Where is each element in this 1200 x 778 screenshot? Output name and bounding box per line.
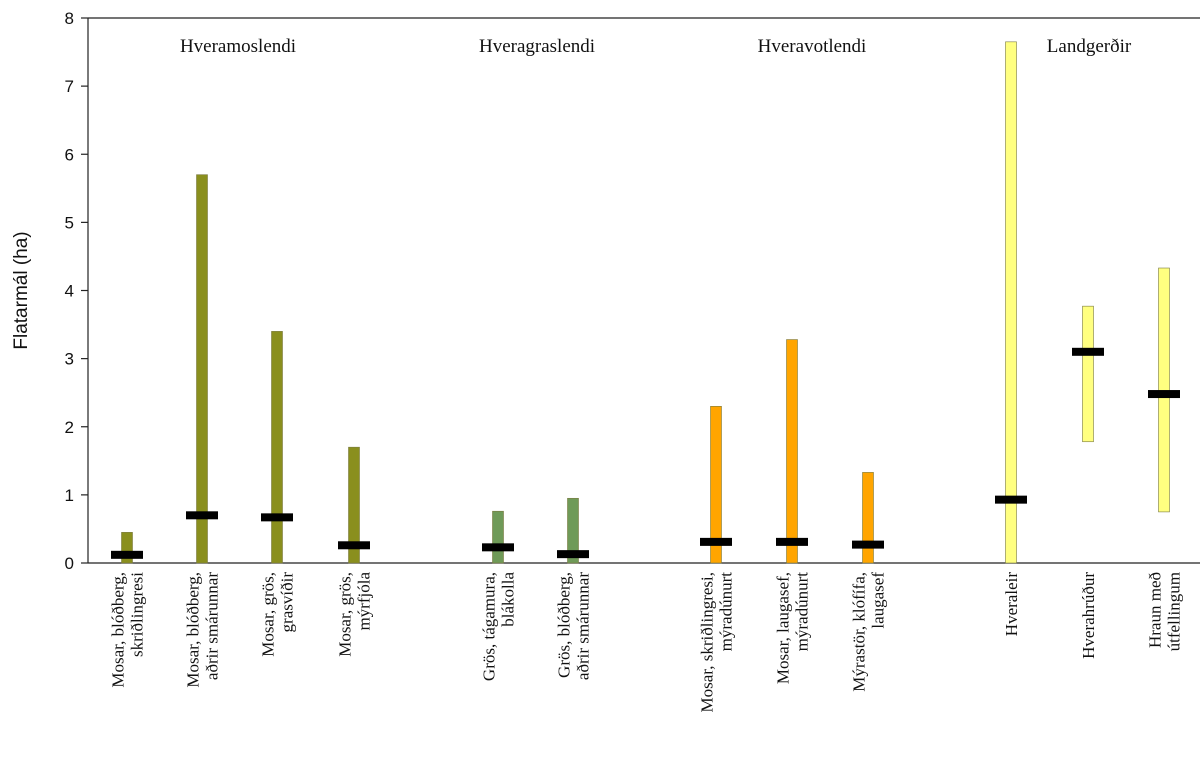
range-bar	[121, 532, 133, 564]
category-label: Mosar, grös,mýrfjóla	[336, 572, 374, 657]
category-label: Grös, tágamura,blákolla	[480, 572, 518, 682]
category-label: Hveraleir	[1002, 572, 1021, 637]
group-label: Hveramoslendi	[180, 36, 296, 57]
range-bar	[567, 497, 579, 564]
category-label-line: Hveraleir	[1002, 572, 1021, 637]
median-marker	[338, 541, 370, 550]
range-bar	[271, 331, 283, 564]
category-label: Mosar, grös,grasvíðir	[259, 572, 297, 657]
y-tick-label: 7	[65, 77, 74, 96]
range-bar	[492, 510, 504, 564]
category-label-line: Hverahrúður	[1079, 572, 1098, 659]
category-label-line: Mosar, blóðberg,	[184, 572, 203, 688]
y-tick-label: 1	[65, 486, 74, 505]
category-label: Hverahrúður	[1079, 572, 1098, 659]
category-label: Mosar, blóðberg,skriðlingresi	[109, 572, 147, 688]
y-axis-label: Flatarmál (ha)	[11, 231, 32, 349]
range-bar	[1005, 41, 1017, 564]
y-tick-label: 0	[65, 554, 74, 573]
category-label-line: aðrir smárunnar	[574, 572, 593, 680]
category-label-line: aðrir smárunnar	[203, 572, 222, 680]
y-tick-label: 5	[65, 213, 74, 232]
median-marker	[852, 540, 884, 549]
group-label: Hveravotlendi	[758, 36, 867, 57]
category-label: Hraun meðútfellingum	[1146, 572, 1184, 651]
category-label: Mosar, skriðlingresi,mýradúnurt	[698, 572, 736, 713]
category-label-line: mýradúnurt	[717, 572, 736, 652]
category-label-line: útfellingum	[1165, 572, 1184, 651]
range-bar	[196, 174, 208, 564]
category-label-line: Grös, tágamura,	[480, 572, 499, 681]
category-label-line: skriðlingresi	[128, 572, 147, 657]
category-label-line: mýradúnurt	[793, 572, 812, 652]
category-label: Mýrastör, klófífa,laugasef	[850, 572, 888, 692]
median-marker	[1072, 347, 1104, 356]
category-label: Grös, blóðberg,aðrir smárunnar	[555, 572, 593, 680]
category-label-line: mýrfjóla	[355, 572, 374, 631]
category-label-line: Hraun með	[1146, 572, 1165, 648]
category-label-line: Mosar, laugasef,	[774, 572, 793, 684]
median-marker	[261, 513, 293, 522]
axes: 0 1 2 3 4 5 6 7 8 Flatarmál (ha)	[11, 9, 1200, 573]
category-label-line: Grös, blóðberg,	[555, 572, 574, 678]
category-label-line: Mosar, grös,	[259, 572, 278, 657]
median-marker	[995, 495, 1027, 504]
median-marker	[482, 543, 514, 552]
y-tick-label: 6	[65, 145, 74, 164]
median-marker	[186, 511, 218, 520]
category-label: Mosar, blóðberg,aðrir smárunnar	[184, 572, 222, 688]
range-bar	[1082, 305, 1094, 443]
category-label-line: Mosar, skriðlingresi,	[698, 572, 717, 713]
category-label-line: Mýrastör, klófífa,	[850, 572, 869, 692]
range-bar	[1158, 267, 1170, 513]
category-label-line: blákolla	[499, 572, 518, 627]
y-tick-label: 4	[65, 282, 74, 301]
category-label-line: Mosar, grös,	[336, 572, 355, 657]
range-bar	[710, 406, 722, 564]
group-label: Hveragraslendi	[479, 36, 595, 57]
category-label-line: laugasef	[869, 572, 888, 629]
median-marker	[700, 537, 732, 546]
group-label: Landgerðir	[1047, 36, 1132, 57]
category-label: Mosar, laugasef,mýradúnurt	[774, 572, 812, 684]
y-tick-label: 3	[65, 350, 74, 369]
range-bar	[862, 472, 874, 564]
range-bar	[348, 446, 360, 564]
bars	[111, 41, 1180, 564]
category-label-line: Mosar, blóðberg,	[109, 572, 128, 688]
median-marker	[1148, 390, 1180, 399]
category-label-line: grasvíðir	[278, 572, 297, 633]
median-marker	[557, 550, 589, 559]
y-tick-label: 2	[65, 418, 74, 437]
median-marker	[111, 550, 143, 559]
range-bar	[786, 339, 798, 564]
y-tick-label: 8	[65, 9, 74, 28]
median-marker	[776, 537, 808, 546]
